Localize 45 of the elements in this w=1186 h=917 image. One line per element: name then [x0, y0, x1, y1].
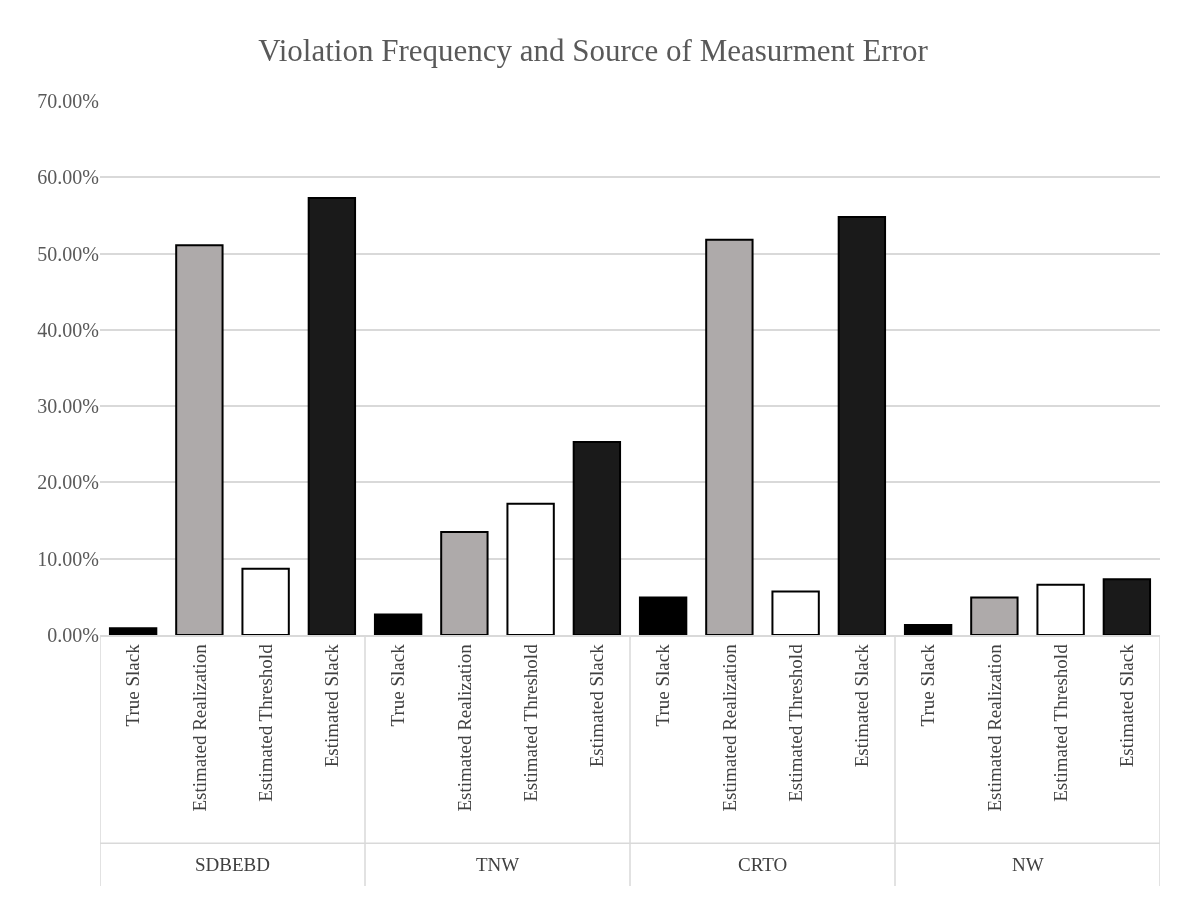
y-tick-label: 50.00% — [37, 242, 99, 265]
bar — [771, 590, 820, 635]
x-tick-label: Estimated Threshold — [1049, 643, 1071, 802]
text: CRTO — [738, 854, 788, 875]
x-tick-label: True Slack — [652, 643, 674, 727]
bar — [1036, 583, 1085, 635]
bar — [175, 244, 224, 635]
bar — [970, 596, 1019, 635]
bar — [903, 624, 953, 635]
text: TNW — [476, 854, 520, 875]
y-tick-label: 0.00% — [47, 624, 99, 646]
x-tick-label: True Slack — [122, 643, 144, 727]
bar — [440, 531, 489, 635]
bar — [373, 613, 423, 635]
bar — [572, 441, 622, 635]
y-tick-label: 60.00% — [37, 166, 99, 189]
x-tick-label: Estimated Slack — [586, 643, 608, 768]
text: SDBEBD — [195, 854, 270, 875]
y-tick-label: 40.00% — [37, 318, 99, 341]
x-tick-label: Estimated Slack — [321, 643, 343, 768]
x-tick-label: True Slack — [387, 643, 409, 727]
x-tick-label: Estimated Threshold — [254, 643, 276, 802]
x-tick-label: Estimated Realization — [453, 643, 475, 812]
x-tick-label: Estimated Slack — [851, 643, 873, 768]
y-tick-label: 10.00% — [37, 547, 99, 570]
x-tick-label: True Slack — [917, 643, 939, 727]
x-tick-label: Estimated Slack — [1116, 643, 1138, 768]
y-tick-label: 20.00% — [37, 471, 99, 494]
bar — [307, 196, 357, 635]
chart-title: Violation Frequency and Source of Measurment Error — [258, 33, 929, 69]
bar — [638, 596, 688, 635]
bar — [705, 238, 754, 635]
bar — [506, 502, 555, 635]
bar — [1102, 578, 1152, 635]
bar — [837, 215, 887, 635]
x-tick-label: Estimated Realization — [718, 643, 740, 812]
y-tick-label: 30.00% — [37, 395, 99, 418]
x-tick-label: Estimated Realization — [983, 643, 1005, 812]
bar — [108, 627, 158, 635]
x-tick-label: Estimated Threshold — [784, 643, 806, 802]
x-tick-label: Estimated Realization — [188, 643, 210, 812]
text: NW — [1012, 854, 1044, 875]
bar — [241, 567, 290, 635]
y-tick-label: 70.00% — [37, 90, 99, 112]
x-tick-label: Estimated Threshold — [519, 643, 541, 802]
